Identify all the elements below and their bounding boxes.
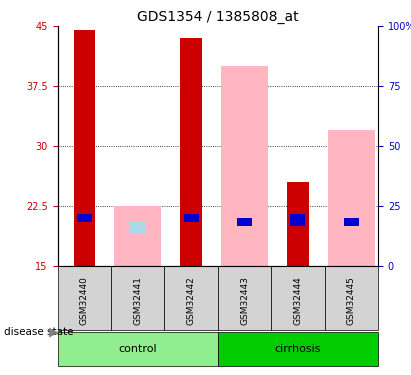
Bar bbox=[184, 214, 199, 222]
Bar bbox=[221, 66, 268, 266]
Text: control: control bbox=[118, 344, 157, 354]
FancyBboxPatch shape bbox=[111, 266, 164, 330]
Text: GSM32440: GSM32440 bbox=[80, 276, 89, 325]
FancyBboxPatch shape bbox=[58, 332, 218, 366]
Bar bbox=[287, 182, 309, 266]
FancyBboxPatch shape bbox=[164, 266, 218, 330]
FancyBboxPatch shape bbox=[325, 266, 378, 330]
Text: disease state: disease state bbox=[4, 327, 74, 337]
FancyBboxPatch shape bbox=[218, 332, 378, 366]
FancyBboxPatch shape bbox=[58, 266, 111, 330]
Text: cirrhosis: cirrhosis bbox=[275, 344, 321, 354]
Text: GSM32443: GSM32443 bbox=[240, 276, 249, 325]
Bar bbox=[344, 218, 359, 226]
Bar bbox=[114, 206, 161, 266]
Bar bbox=[291, 214, 305, 226]
Text: GSM32442: GSM32442 bbox=[187, 276, 196, 324]
Bar bbox=[328, 130, 375, 266]
Bar bbox=[180, 38, 202, 266]
Text: GSM32445: GSM32445 bbox=[347, 276, 356, 325]
Bar bbox=[129, 222, 146, 234]
Bar bbox=[77, 214, 92, 222]
Bar bbox=[74, 30, 95, 266]
Text: GSM32444: GSM32444 bbox=[293, 276, 302, 324]
Text: GSM32441: GSM32441 bbox=[133, 276, 142, 325]
Bar bbox=[237, 218, 252, 226]
Text: ▶: ▶ bbox=[48, 326, 58, 338]
Title: GDS1354 / 1385808_at: GDS1354 / 1385808_at bbox=[137, 10, 299, 24]
FancyBboxPatch shape bbox=[218, 266, 271, 330]
FancyBboxPatch shape bbox=[271, 266, 325, 330]
